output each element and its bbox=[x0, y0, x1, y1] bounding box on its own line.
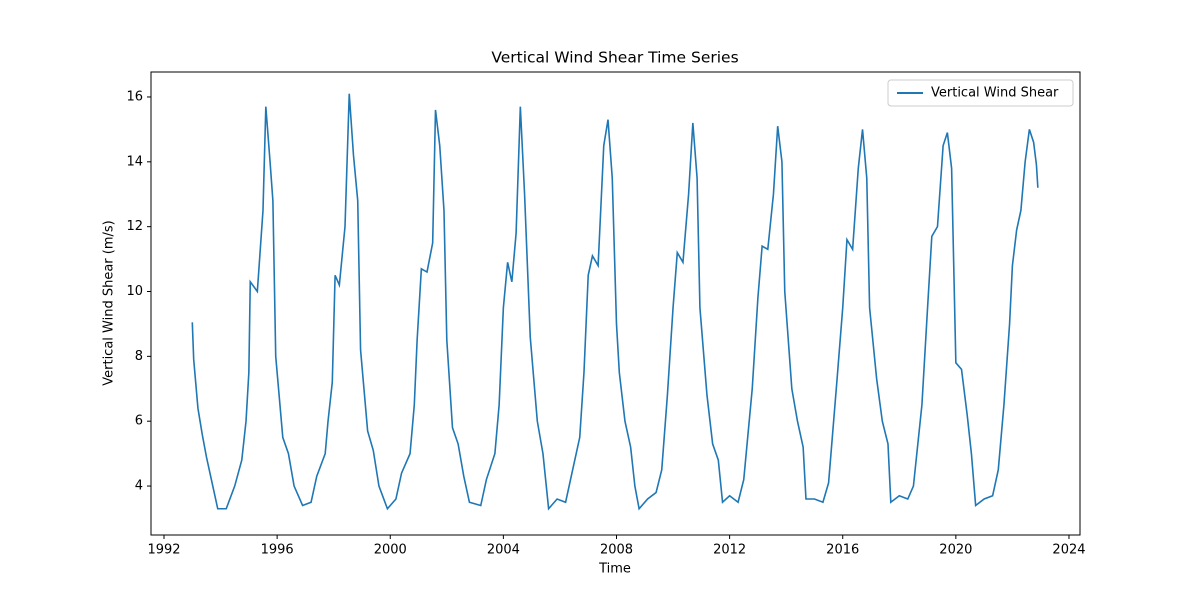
y-tick-label: 16 bbox=[126, 89, 143, 104]
legend-box bbox=[887, 79, 1074, 107]
x-tick-label: 2012 bbox=[713, 543, 746, 558]
y-tick-label: 8 bbox=[135, 349, 143, 364]
x-tick-label: 2016 bbox=[826, 543, 859, 558]
x-tick-label: 2004 bbox=[487, 543, 520, 558]
x-axis-label: Time bbox=[598, 562, 631, 577]
data-line bbox=[191, 93, 1039, 511]
y-axis-label: Vertical Wind Shear (m/s) bbox=[102, 220, 117, 386]
chart-title: Vertical Wind Shear Time Series bbox=[491, 49, 738, 67]
legend-label: Vertical Wind Shear bbox=[931, 86, 1059, 101]
y-tick-label: 12 bbox=[126, 219, 143, 234]
y-tick-label: 6 bbox=[135, 414, 143, 429]
x-tick-label: 1996 bbox=[261, 543, 294, 558]
x-tick-label: 2008 bbox=[600, 543, 633, 558]
x-tick-label: 2024 bbox=[1052, 543, 1085, 558]
y-tick-label: 10 bbox=[126, 284, 143, 299]
plot-frame bbox=[150, 71, 1081, 536]
x-tick-label: 2020 bbox=[939, 543, 972, 558]
y-tick-label: 14 bbox=[126, 154, 143, 169]
x-tick-label: 2000 bbox=[374, 543, 407, 558]
y-tick-label: 4 bbox=[135, 479, 143, 494]
x-tick-label: 1992 bbox=[147, 543, 180, 558]
